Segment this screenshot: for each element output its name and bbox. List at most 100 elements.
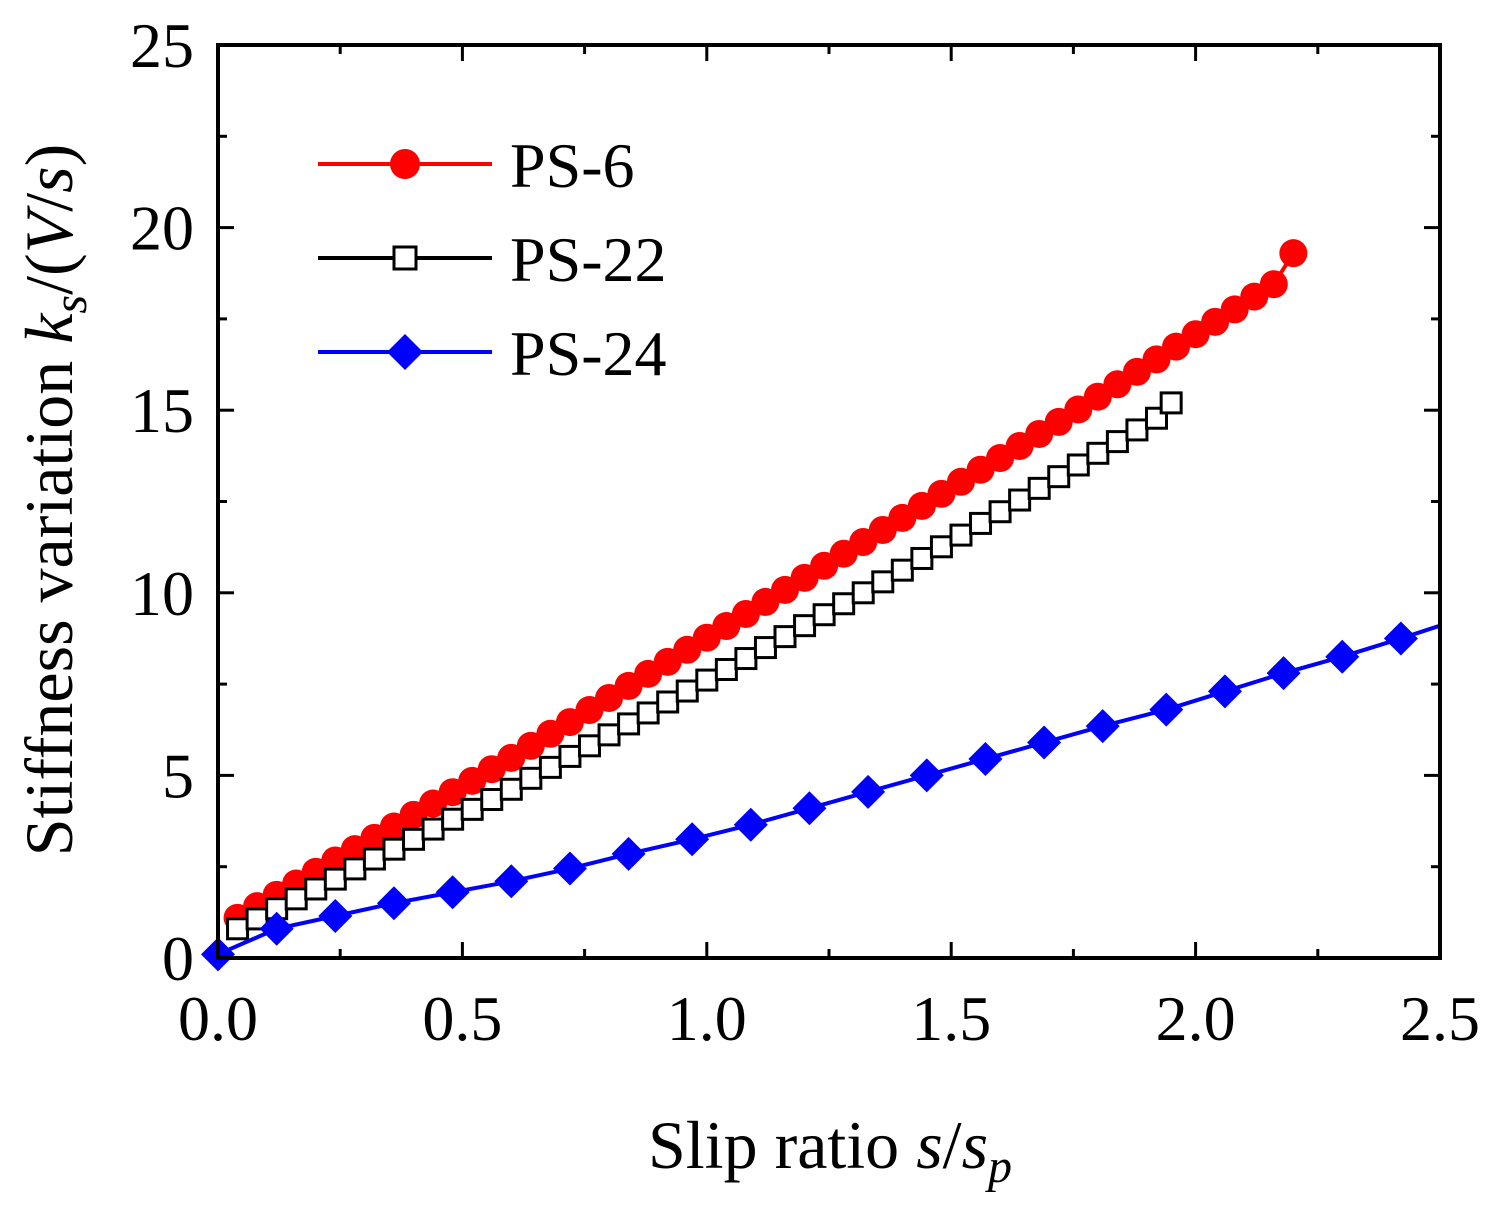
- data-point: [1105, 430, 1129, 454]
- data-point: [1325, 639, 1360, 674]
- data-point: [617, 712, 641, 736]
- y-tick-label: 5: [162, 740, 194, 811]
- data-point: [435, 875, 470, 910]
- data-point: [675, 679, 699, 703]
- data-point: [597, 723, 621, 747]
- data-point: [793, 614, 817, 638]
- data-point: [494, 864, 529, 899]
- data-point: [460, 797, 484, 821]
- data-point: [1027, 725, 1062, 760]
- legend-label-ps-22: PS-22: [510, 224, 667, 295]
- legend-label-ps-24: PS-24: [510, 318, 667, 389]
- data-point: [753, 636, 777, 660]
- data-point: [284, 887, 308, 911]
- x-tick-label: 2.0: [1156, 983, 1236, 1054]
- data-point: [910, 546, 934, 570]
- y-tick-labels: 0 5 10 15 20 25: [130, 10, 194, 994]
- data-point: [968, 741, 1003, 776]
- data-point: [402, 827, 426, 851]
- data-point: [929, 535, 953, 559]
- series-ps-24: [201, 621, 1441, 972]
- data-point: [1266, 656, 1301, 691]
- y-tick-label: 0: [162, 923, 194, 994]
- data-point: [792, 791, 827, 826]
- data-point: [909, 758, 944, 793]
- y-axis-title: Stiffness variation ks/(V/s): [11, 144, 97, 856]
- data-point: [1159, 391, 1183, 415]
- y-tick-label: 20: [130, 193, 194, 264]
- y-tick-label: 15: [130, 375, 194, 446]
- data-point: [318, 899, 353, 934]
- data-point: [577, 734, 601, 758]
- legend-item-ps-22: PS-22: [318, 224, 667, 295]
- data-point: [851, 774, 886, 809]
- data-point: [656, 690, 680, 714]
- data-point: [1085, 709, 1120, 744]
- data-point: [832, 592, 856, 616]
- legend-marker-ps-6: [390, 149, 420, 179]
- legend-item-ps-24: PS-24: [318, 318, 667, 389]
- data-point: [1279, 239, 1308, 268]
- data-point: [969, 511, 993, 535]
- data-point: [304, 877, 328, 901]
- data-point: [323, 867, 347, 891]
- x-tick-label: 0.5: [422, 983, 502, 1054]
- series-layer: [201, 239, 1441, 972]
- data-point: [519, 766, 543, 790]
- series-line-ps-24: [217, 623, 1441, 957]
- data-point: [499, 777, 523, 801]
- x-axis-title: Slip ratio s/sp: [648, 1107, 1012, 1193]
- data-point: [1207, 674, 1242, 709]
- x-tick-label: 1.0: [667, 983, 747, 1054]
- legend: PS-6 PS-22 PS-24: [318, 130, 667, 389]
- y-tick-label: 25: [130, 10, 194, 81]
- legend-marker-ps-22: [392, 245, 418, 271]
- data-point: [382, 837, 406, 861]
- data-point: [1027, 476, 1051, 500]
- data-point: [773, 625, 797, 649]
- data-point: [259, 911, 294, 946]
- data-point: [1066, 453, 1090, 477]
- x-tick-label: 0.0: [178, 983, 258, 1054]
- data-point: [871, 570, 895, 594]
- data-point: [343, 857, 367, 881]
- legend-marker-ps-24: [387, 334, 423, 370]
- series-ps-22: [226, 391, 1183, 941]
- data-point: [421, 817, 445, 841]
- data-point: [1047, 465, 1071, 489]
- legend-item-ps-6: PS-6: [318, 130, 635, 201]
- data-point: [552, 851, 587, 886]
- x-tick-label: 2.5: [1400, 983, 1480, 1054]
- data-point: [988, 500, 1012, 524]
- series-ps-6: [223, 239, 1308, 932]
- data-point: [851, 581, 875, 605]
- x-tick-label: 1.5: [911, 983, 991, 1054]
- data-point: [611, 836, 646, 871]
- data-point: [538, 755, 562, 779]
- data-point: [376, 886, 411, 921]
- data-point: [714, 657, 738, 681]
- data-point: [362, 847, 386, 871]
- data-point: [480, 788, 504, 812]
- data-point: [949, 523, 973, 547]
- data-point: [695, 668, 719, 692]
- x-tick-labels: 0.0 0.5 1.0 1.5 2.0 2.5: [178, 983, 1480, 1054]
- y-tick-label: 10: [130, 558, 194, 629]
- data-point: [226, 917, 250, 941]
- data-point: [1149, 692, 1184, 727]
- data-point: [890, 558, 914, 582]
- data-point: [734, 647, 758, 671]
- data-point: [1383, 621, 1418, 656]
- plot-frame: [216, 43, 1442, 960]
- data-point: [1086, 441, 1110, 465]
- data-point: [636, 701, 660, 725]
- data-point: [441, 807, 465, 831]
- data-point: [1008, 488, 1032, 512]
- data-point: [733, 807, 768, 842]
- data-point: [675, 822, 710, 857]
- data-point: [558, 744, 582, 768]
- data-point: [1125, 418, 1149, 442]
- data-point: [812, 603, 836, 627]
- legend-label-ps-6: PS-6: [510, 130, 635, 201]
